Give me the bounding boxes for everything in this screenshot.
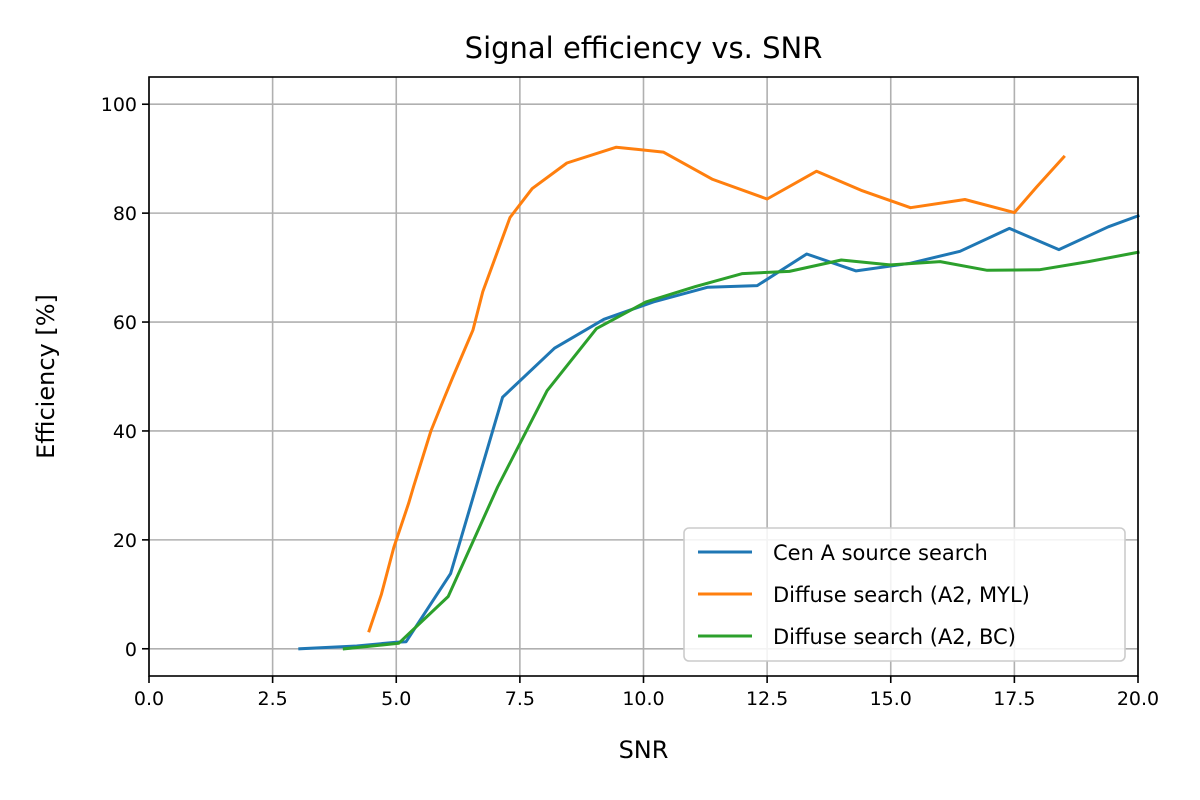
x-axis-label: SNR (619, 736, 669, 764)
series-line-2 (342, 250, 1140, 651)
chart-title: Signal efficiency vs. SNR (465, 31, 823, 65)
y-tick-label: 40 (113, 421, 137, 443)
y-tick-label: 60 (113, 312, 137, 334)
legend: Cen A source search Diffuse search (A2, M… (683, 527, 1126, 662)
x-tick-label: 7.5 (505, 688, 535, 710)
y-tick-label: 0 (125, 639, 137, 661)
series-lines (298, 145, 1140, 651)
x-tick-label: 5.0 (381, 688, 411, 710)
legend-label-1: Diffuse search (A2, MYL) (773, 583, 1030, 607)
ticks: 0.0 2.5 5.0 7.5 10.0 12.5 15.0 17.5 20.0 0 20 40 60 8… (101, 94, 1159, 710)
legend-label-2: Diffuse search (A2, BC) (773, 625, 1016, 649)
series-line-1 (367, 145, 1066, 633)
x-tick-label: 20.0 (1117, 688, 1159, 710)
x-tick-label: 15.0 (870, 688, 912, 710)
y-tick-label: 100 (101, 94, 137, 116)
x-tick-label: 10.0 (622, 688, 664, 710)
x-tick-label: 0.0 (134, 688, 164, 710)
legend-label-0: Cen A source search (773, 541, 988, 565)
y-tick-label: 20 (113, 530, 137, 552)
x-tick-label: 12.5 (746, 688, 788, 710)
x-tick-label: 17.5 (993, 688, 1035, 710)
y-tick-label: 80 (113, 203, 137, 225)
y-axis-label: Efficiency [%] (32, 294, 60, 459)
x-tick-label: 2.5 (258, 688, 288, 710)
legend-box (683, 527, 1126, 662)
series-line-0 (298, 213, 1140, 651)
